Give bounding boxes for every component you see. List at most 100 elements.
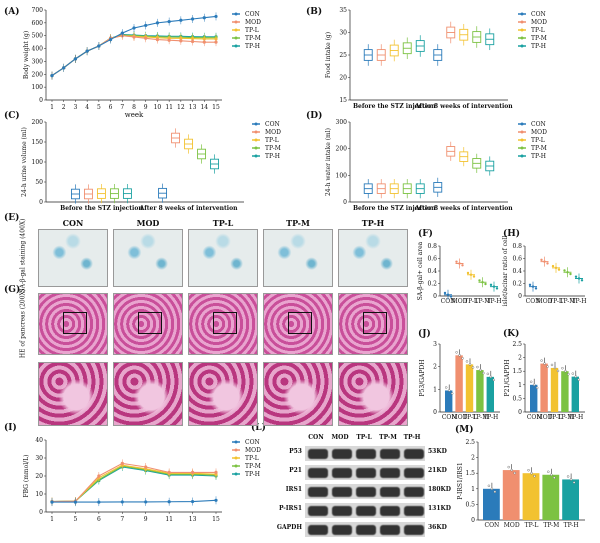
blot-strip-p-irs1 <box>305 503 425 518</box>
panel-label-a: (A) <box>4 6 20 17</box>
legend-label: TP-L <box>265 137 279 144</box>
blot-band <box>308 505 328 516</box>
y-tick-label: 1.5 <box>465 470 475 477</box>
blot-band-label: P21 <box>289 467 302 474</box>
y-tick-label: 0.6 <box>427 256 437 263</box>
data-point <box>132 35 136 39</box>
y-tick-label: 500 <box>32 33 44 40</box>
blot-band <box>356 467 376 478</box>
data-point <box>167 38 171 42</box>
data-point <box>120 461 124 465</box>
data-point <box>543 260 546 263</box>
y-tick-label: 15 <box>339 97 347 104</box>
y-tick-label: 0 <box>39 509 43 516</box>
legend-label: TP-H <box>265 153 280 160</box>
y-axis-label: Body weight (g) <box>23 31 30 79</box>
zoom-region-box <box>288 312 312 334</box>
data-point <box>489 283 493 287</box>
blot-strip-p21 <box>305 465 425 480</box>
blot-band <box>404 448 424 459</box>
data-point <box>479 368 482 372</box>
y-axis-label: SA-β-gal+ cell area <box>417 241 424 300</box>
legend-marker <box>234 36 238 40</box>
x-tick-label: CON <box>526 298 541 305</box>
data-point <box>455 351 458 354</box>
blot-band <box>332 467 352 478</box>
blot-kd-label: 180KD <box>428 486 451 493</box>
x-tick-label: TP-H <box>487 298 502 305</box>
x-tick-label: 9 <box>144 104 148 111</box>
x-tick-label: 6 <box>109 104 113 111</box>
data-point <box>214 40 218 44</box>
zoom-region-box <box>213 312 237 334</box>
x-tick-label: MOD <box>452 414 468 421</box>
y-tick-label: 200 <box>32 119 44 126</box>
y-tick-label: 30 <box>35 455 43 462</box>
y-tick-label: 3 <box>433 341 437 348</box>
blot-band <box>356 505 376 516</box>
blot-band <box>404 524 424 535</box>
panel-label-l: (L) <box>251 422 266 433</box>
series-line-mod <box>51 462 216 503</box>
x-tick-label: 11 <box>165 104 173 111</box>
x-tick-label: 1 <box>50 104 54 111</box>
x-tick-label: 9 <box>144 516 148 523</box>
data-point <box>546 365 549 368</box>
column-label-con: CON <box>62 218 84 228</box>
legend-label: TP-L <box>245 455 259 462</box>
legend-marker <box>254 122 258 126</box>
x-tick-label: 8 <box>132 104 136 111</box>
x-tick-label: 15 <box>212 516 220 523</box>
legend-label: TP-M <box>245 35 261 42</box>
blot-band-label: GAPDH <box>276 524 302 531</box>
bar-con <box>483 488 500 520</box>
data-point <box>490 487 494 490</box>
category-label: Before the STZ injection <box>353 205 436 212</box>
blot-band-label: P53 <box>289 448 302 455</box>
legend-label: MOD <box>531 129 547 136</box>
y-tick-label: 0 <box>433 409 437 416</box>
chart-f: 00.20.40.60.8SA-β-gal+ cell areaCONMODTP… <box>417 241 501 305</box>
data-point <box>547 470 550 473</box>
data-point <box>513 471 516 475</box>
bar-tp-m <box>542 474 560 520</box>
data-point <box>458 354 461 357</box>
blot-band <box>380 524 400 535</box>
data-point <box>510 468 513 472</box>
data-point <box>455 260 458 263</box>
column-label-tp-h: TP-H <box>361 218 385 228</box>
blot-band <box>356 448 376 459</box>
x-tick-label: 10 <box>154 104 162 111</box>
y-tick-label: 1 <box>518 382 522 389</box>
blot-band <box>332 524 352 535</box>
y-tick-label: 0 <box>518 293 522 300</box>
data-point <box>155 37 160 42</box>
data-point <box>85 49 89 53</box>
data-point <box>533 383 536 386</box>
y-tick-label: 200 <box>336 146 348 153</box>
y-tick-label: 2 <box>471 455 475 462</box>
y-tick-label: 0 <box>433 293 437 300</box>
x-tick-label: MOD <box>504 522 520 529</box>
bar-tp-m <box>561 371 569 412</box>
category-label: After 8 weeks of intervention <box>414 103 513 110</box>
y-tick-label: 35 <box>339 7 347 14</box>
blot-band <box>404 467 424 478</box>
x-tick-label: MOD <box>537 298 553 305</box>
data-point <box>484 282 487 286</box>
data-point <box>461 264 464 267</box>
data-point <box>472 275 476 278</box>
data-point <box>190 17 195 21</box>
y-tick-label: 25 <box>339 52 347 59</box>
x-tick-label: 7 <box>120 104 124 111</box>
data-point <box>550 363 554 367</box>
legend-marker <box>520 122 524 126</box>
panel-label-j: (J) <box>418 328 431 339</box>
blot-band <box>380 467 400 478</box>
x-tick-label: MOD <box>452 298 468 305</box>
y-tick-label: 40 <box>35 437 43 444</box>
data-point <box>202 40 206 44</box>
legend-marker <box>254 130 258 134</box>
blot-band <box>308 448 328 459</box>
